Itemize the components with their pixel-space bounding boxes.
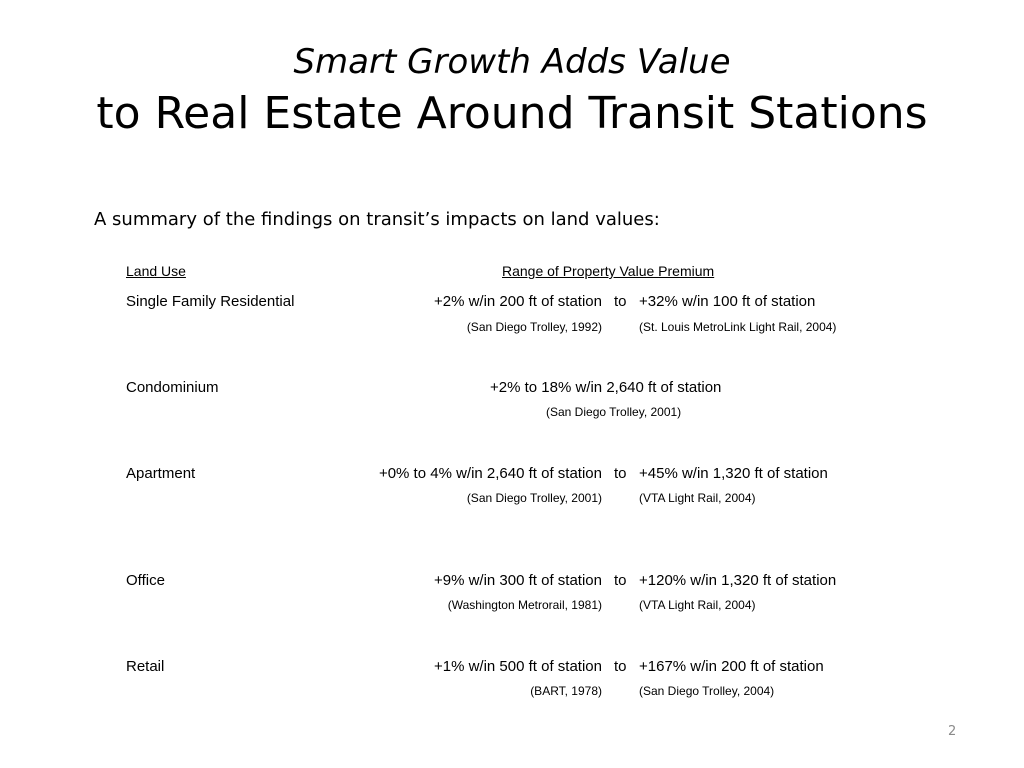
to-label: to <box>614 658 627 675</box>
high-source: (St. Louis MetroLink Light Rail, 2004) <box>639 320 837 334</box>
low-source: (San Diego Trolley, 1992) <box>466 320 602 334</box>
summary-intro: A summary of the findings on transit’s i… <box>94 209 660 230</box>
title-line-2: to Real Estate Around Transit Stations <box>96 88 928 139</box>
low-premium: +0% to 4% w/in 2,640 ft of station <box>378 465 602 482</box>
land-use-label: Condominium <box>126 379 219 396</box>
high-premium: +120% w/in 1,320 ft of station <box>639 572 837 589</box>
low-source: (BART, 1978) <box>530 684 602 698</box>
low-premium: +1% w/in 500 ft of station <box>433 658 602 675</box>
high-premium: +167% w/in 200 ft of station <box>639 658 824 675</box>
low-premium: +9% w/in 300 ft of station <box>433 572 602 589</box>
high-premium: +32% w/in 100 ft of station <box>639 293 816 310</box>
header-land-use: Land Use <box>126 263 186 279</box>
high-source: (VTA Light Rail, 2004) <box>639 491 756 505</box>
land-use-label: Retail <box>126 658 165 675</box>
high-premium: +45% w/in 1,320 ft of station <box>639 465 828 482</box>
high-source: (San Diego Trolley, 2004) <box>639 684 775 698</box>
land-use-label: Single Family Residential <box>126 293 295 310</box>
to-label: to <box>614 293 627 310</box>
page-number: 2 <box>948 724 957 739</box>
premium-range: +2% to 18% w/in 2,640 ft of station <box>490 379 722 396</box>
header-range: Range of Property Value Premium <box>502 263 715 279</box>
land-use-label: Apartment <box>126 465 196 482</box>
low-premium: +2% w/in 200 ft of station <box>433 293 602 310</box>
title-line-1: Smart Growth Adds Value <box>293 42 731 82</box>
to-label: to <box>614 465 627 482</box>
low-source: (San Diego Trolley, 2001) <box>466 491 602 505</box>
slide-title: Smart Growth Adds Value to Real Estate A… <box>0 38 1024 142</box>
land-use-label: Office <box>126 572 165 589</box>
to-label: to <box>614 572 627 589</box>
low-source: (Washington Metrorail, 1981) <box>447 598 602 612</box>
high-source: (VTA Light Rail, 2004) <box>639 598 756 612</box>
premium-source: (San Diego Trolley, 2001) <box>546 405 682 419</box>
